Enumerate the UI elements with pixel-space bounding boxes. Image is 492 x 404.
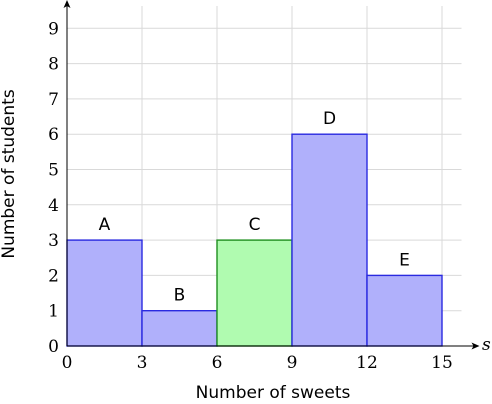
bar-label-b: B (174, 286, 186, 306)
y-tick-label: 1 (48, 302, 59, 322)
bar-e (366, 274, 443, 347)
bar-label-a: A (99, 215, 111, 235)
y-tick-label: 6 (48, 125, 59, 145)
axes (63, 0, 480, 350)
x-tick-label: 15 (431, 353, 453, 373)
bar-label-d: D (323, 109, 336, 129)
bar-d (291, 133, 368, 347)
x-tick-labels: 0 3 6 9 12 15 (62, 353, 453, 373)
bar-a (66, 239, 143, 347)
y-axis-arrow-icon (63, 0, 71, 9)
y-axis-title: Number of students (0, 89, 19, 258)
x-axis-variable: s (482, 335, 491, 355)
y-tick-label: 8 (48, 55, 59, 75)
bars (66, 133, 443, 347)
bar-labels: A B C D E (99, 109, 410, 306)
bar-b (141, 310, 218, 347)
x-axis-title: Number of sweets (196, 383, 351, 403)
y-tick-label: 7 (48, 90, 59, 110)
y-tick-label: 3 (48, 231, 59, 251)
y-tick-label: 2 (48, 266, 59, 286)
y-tick-label: 4 (48, 196, 59, 216)
x-tick-label: 0 (62, 353, 73, 373)
y-tick-label: 0 (48, 337, 59, 357)
x-axis-arrow-icon (471, 342, 480, 350)
x-tick-label: 9 (287, 353, 298, 373)
bar-label-e: E (399, 250, 410, 270)
x-tick-label: 12 (356, 353, 378, 373)
bar-c (216, 239, 293, 347)
bar-label-c: C (249, 215, 261, 235)
y-tick-label: 9 (48, 19, 59, 39)
x-tick-label: 6 (212, 353, 223, 373)
x-tick-label: 3 (137, 353, 148, 373)
y-tick-labels: 0 1 2 3 4 5 6 7 8 9 (48, 19, 59, 357)
y-tick-label: 5 (48, 161, 59, 181)
